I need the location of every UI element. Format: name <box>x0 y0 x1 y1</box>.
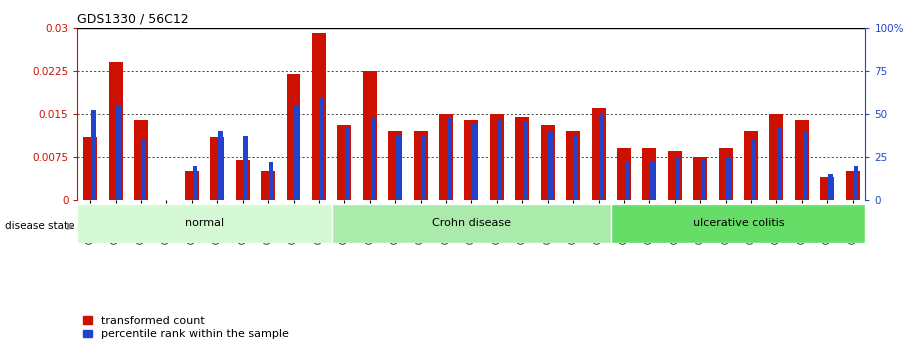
Bar <box>523 121 527 200</box>
Bar <box>828 174 833 200</box>
Bar <box>210 137 224 200</box>
Bar <box>820 177 834 200</box>
Bar <box>795 120 809 200</box>
Bar <box>548 131 553 200</box>
Bar <box>541 125 555 200</box>
Bar <box>726 157 731 200</box>
Bar <box>236 160 250 200</box>
Legend: transformed count, percentile rank within the sample: transformed count, percentile rank withi… <box>83 316 289 339</box>
Bar <box>642 148 656 200</box>
Text: ▶: ▶ <box>67 221 74 231</box>
Bar <box>134 120 148 200</box>
Bar <box>320 97 324 200</box>
Bar <box>611 204 865 243</box>
Bar <box>446 117 451 200</box>
Bar <box>396 135 401 200</box>
Bar <box>591 108 606 200</box>
Bar <box>192 166 197 200</box>
Bar <box>388 131 402 200</box>
Bar <box>516 117 529 200</box>
Bar <box>77 204 332 243</box>
Bar <box>497 119 502 200</box>
Bar <box>332 204 611 243</box>
Text: Crohn disease: Crohn disease <box>432 218 511 228</box>
Bar <box>218 131 222 200</box>
Bar <box>803 131 807 200</box>
Bar <box>117 105 121 200</box>
Bar <box>91 110 96 200</box>
Bar <box>294 105 299 200</box>
Bar <box>668 151 681 200</box>
Bar <box>650 162 655 200</box>
Bar <box>472 124 476 200</box>
Bar <box>617 148 631 200</box>
Bar <box>185 171 199 200</box>
Bar <box>845 171 860 200</box>
Bar <box>83 137 97 200</box>
Bar <box>337 125 352 200</box>
Bar <box>770 114 783 200</box>
Bar <box>701 160 706 200</box>
Bar <box>371 117 375 200</box>
Text: disease state: disease state <box>5 221 74 231</box>
Bar <box>625 162 630 200</box>
Bar <box>363 71 377 200</box>
Bar <box>693 157 707 200</box>
Text: normal: normal <box>185 218 224 228</box>
Bar <box>465 120 478 200</box>
Bar <box>490 114 504 200</box>
Bar <box>312 33 326 200</box>
Bar <box>108 62 123 200</box>
Bar <box>777 128 782 200</box>
Bar <box>287 73 301 200</box>
Bar <box>574 136 578 200</box>
Bar <box>719 148 732 200</box>
Bar <box>414 131 427 200</box>
Bar <box>744 131 758 200</box>
Bar <box>269 162 273 200</box>
Bar <box>599 114 604 200</box>
Bar <box>566 131 580 200</box>
Bar <box>752 140 756 200</box>
Text: ulcerative colitis: ulcerative colitis <box>692 218 784 228</box>
Bar <box>439 114 453 200</box>
Bar <box>243 136 248 200</box>
Bar <box>422 135 426 200</box>
Bar <box>854 166 858 200</box>
Text: GDS1330 / 56C12: GDS1330 / 56C12 <box>77 12 189 25</box>
Bar <box>676 157 681 200</box>
Bar <box>142 140 147 200</box>
Bar <box>261 171 275 200</box>
Bar <box>345 128 350 200</box>
